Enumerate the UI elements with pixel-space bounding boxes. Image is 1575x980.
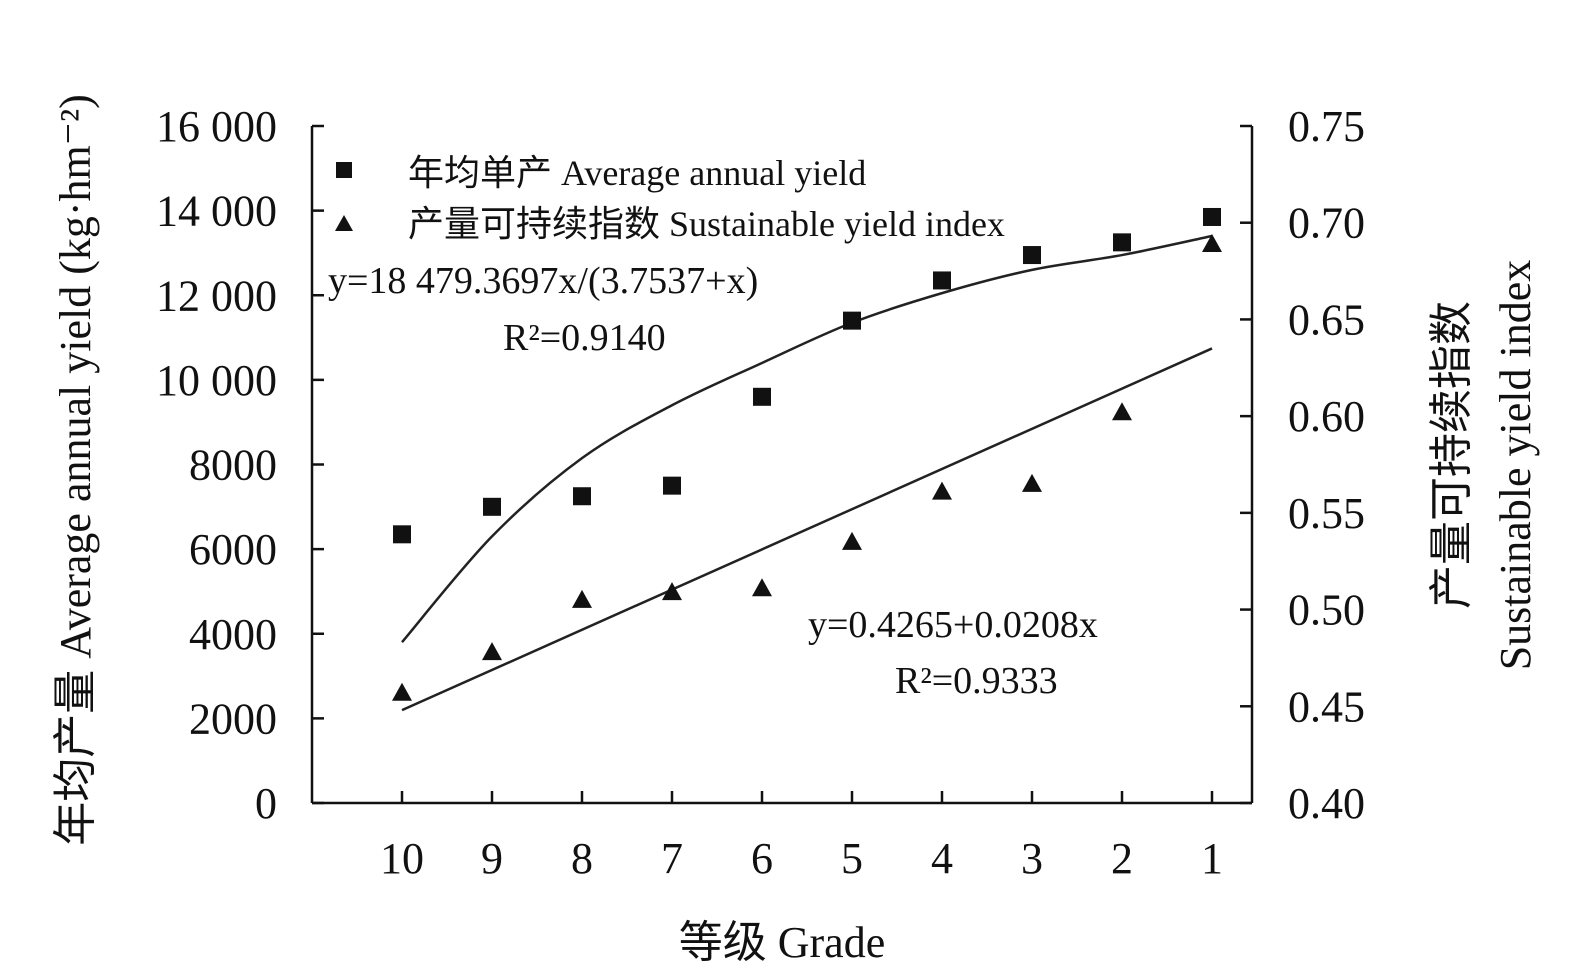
x-tick-label: 10 — [380, 834, 424, 883]
legend: 年均单产 Average annual yield 产量可持续指数 Sustai… — [335, 153, 1005, 244]
x-tick-label: 4 — [931, 834, 953, 883]
y-left-tick-label: 6000 — [189, 525, 277, 574]
data-point-sustainability — [482, 642, 502, 661]
data-point-yield — [573, 487, 591, 506]
y-left-tick-label: 10 000 — [156, 356, 277, 405]
y-left-tick-label: 2000 — [189, 694, 277, 743]
data-point-sustainability — [1202, 233, 1222, 252]
fit-equation-yield: y=18 479.3697x/(3.7537+x) — [328, 260, 758, 302]
data-point-yield — [483, 497, 501, 516]
data-point-yield — [1203, 207, 1221, 226]
legend-label-sustainability: 产量可持续指数 Sustainable yield index — [408, 204, 1005, 244]
fit-annotations: y=18 479.3697x/(3.7537+x) R²=0.9140 y=0.… — [328, 260, 1098, 702]
x-tick-label: 6 — [751, 834, 773, 883]
data-point-sustainability — [572, 589, 592, 608]
x-tick-label: 2 — [1111, 834, 1133, 883]
legend-marker-triangle — [335, 215, 353, 231]
x-tick-label: 9 — [481, 834, 503, 883]
y-left-axis-title: 年均产量 Average annual yield (kg·hm⁻²) — [51, 94, 100, 846]
y-right-tick-label: 0.75 — [1288, 102, 1365, 151]
data-point-yield — [843, 311, 861, 330]
data-point-sustainability — [932, 481, 952, 500]
fit-r2-sustainability: R²=0.9333 — [895, 660, 1058, 702]
fit-layer — [401, 234, 1213, 712]
data-point-sustainability — [752, 578, 772, 597]
y-right-axis-title-en: Sustainable yield index — [1491, 260, 1540, 671]
x-axis-title: 等级 Grade — [679, 918, 886, 967]
y-right-tick-label: 0.50 — [1288, 586, 1365, 635]
data-point-yield — [933, 271, 951, 290]
fit-equation-sustainability: y=0.4265+0.0208x — [808, 604, 1098, 646]
y-right-tick-label: 0.60 — [1288, 392, 1365, 441]
x-tick-label: 5 — [841, 834, 863, 883]
x-tick-label: 7 — [661, 834, 683, 883]
data-point-yield — [393, 525, 411, 544]
data-point-sustainability — [1022, 473, 1042, 492]
data-point-sustainability — [392, 682, 412, 701]
data-point-yield — [663, 476, 681, 495]
data-point-sustainability — [1112, 402, 1132, 421]
axes-layer: 0 2000 4000 6000 8000 10 000 12 000 14 000 16 00… — [156, 102, 1365, 883]
y-left-tick-label: 16 000 — [156, 102, 277, 151]
y-right-tick-label: 0.40 — [1288, 779, 1365, 828]
data-point-sustainability — [662, 582, 682, 601]
y-right-tick-label: 0.70 — [1288, 199, 1365, 248]
data-point-yield — [1113, 233, 1131, 252]
data-point-yield — [1023, 246, 1041, 265]
y-left-tick-label: 8000 — [189, 441, 277, 490]
legend-marker-square — [336, 162, 352, 178]
y-right-tick-label: 0.55 — [1288, 489, 1365, 538]
x-tick-label: 3 — [1021, 834, 1043, 883]
y-right-tick-label: 0.45 — [1288, 682, 1365, 731]
y-left-tick-label: 14 000 — [156, 187, 277, 236]
y-left-tick-label: 12 000 — [156, 271, 277, 320]
data-point-sustainability — [842, 531, 862, 550]
fit-curve-sustainability — [401, 347, 1213, 712]
data-point-yield — [753, 387, 771, 406]
marker-layer — [392, 207, 1222, 701]
fit-r2-yield: R²=0.9140 — [503, 317, 666, 359]
legend-label-yield: 年均单产 Average annual yield — [408, 153, 866, 193]
y-right-axis-title-cn: 产量可持续指数 — [1427, 301, 1476, 609]
y-right-tick-label: 0.65 — [1288, 295, 1365, 344]
y-left-tick-label: 0 — [255, 779, 277, 828]
y-left-tick-label: 4000 — [189, 610, 277, 659]
x-tick-label: 1 — [1201, 834, 1223, 883]
x-tick-label: 8 — [571, 834, 593, 883]
fit-curve-yield — [401, 234, 1213, 644]
